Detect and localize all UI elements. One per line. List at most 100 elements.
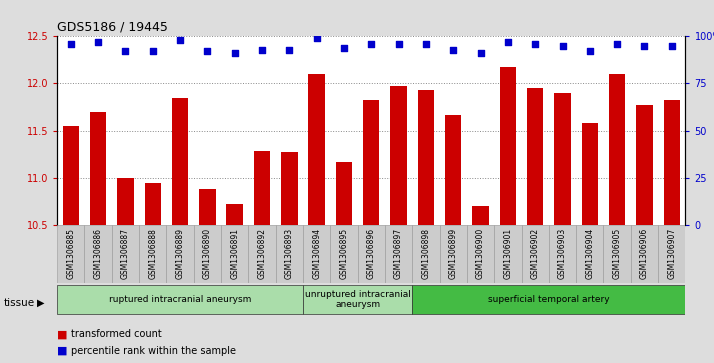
- Point: [366, 41, 377, 47]
- Bar: [276, 225, 303, 283]
- Text: GSM1306893: GSM1306893: [285, 228, 294, 279]
- Bar: [112, 225, 139, 283]
- Point: [666, 43, 678, 49]
- Text: GSM1306890: GSM1306890: [203, 228, 212, 279]
- Bar: [609, 74, 625, 225]
- Bar: [521, 225, 549, 283]
- Text: ■: ■: [57, 329, 71, 339]
- Text: GSM1306898: GSM1306898: [421, 228, 431, 279]
- Bar: [527, 88, 543, 225]
- Point: [283, 46, 295, 52]
- Point: [311, 35, 322, 41]
- Bar: [363, 101, 379, 225]
- Text: GSM1306899: GSM1306899: [448, 228, 458, 279]
- Text: GSM1306885: GSM1306885: [66, 228, 75, 279]
- Point: [639, 43, 650, 49]
- Bar: [331, 225, 358, 283]
- Text: superficial temporal artery: superficial temporal artery: [488, 295, 610, 304]
- Bar: [576, 225, 603, 283]
- Bar: [554, 93, 570, 225]
- Bar: [57, 225, 84, 283]
- Bar: [248, 225, 276, 283]
- Bar: [253, 151, 270, 225]
- Bar: [582, 123, 598, 225]
- Bar: [412, 225, 440, 283]
- Bar: [467, 225, 494, 283]
- Point: [448, 46, 459, 52]
- Bar: [603, 225, 630, 283]
- Text: GSM1306887: GSM1306887: [121, 228, 130, 279]
- Bar: [166, 225, 193, 283]
- Point: [201, 49, 213, 54]
- Bar: [385, 225, 412, 283]
- Bar: [199, 189, 216, 225]
- Text: GSM1306897: GSM1306897: [394, 228, 403, 279]
- Text: GSM1306886: GSM1306886: [94, 228, 103, 279]
- Bar: [358, 225, 385, 283]
- Text: transformed count: transformed count: [71, 329, 162, 339]
- Bar: [391, 86, 407, 225]
- Bar: [117, 178, 134, 225]
- Bar: [549, 225, 576, 283]
- Point: [393, 41, 404, 47]
- Point: [174, 37, 186, 43]
- Point: [65, 41, 76, 47]
- Bar: [636, 105, 653, 225]
- Bar: [281, 152, 298, 225]
- Bar: [303, 285, 412, 314]
- Text: GSM1306905: GSM1306905: [613, 228, 622, 279]
- Bar: [193, 225, 221, 283]
- Text: GSM1306888: GSM1306888: [149, 228, 157, 279]
- Point: [530, 41, 541, 47]
- Bar: [412, 285, 685, 314]
- Point: [338, 45, 350, 50]
- Text: GSM1306904: GSM1306904: [585, 228, 594, 279]
- Text: GSM1306896: GSM1306896: [367, 228, 376, 279]
- Point: [502, 39, 513, 45]
- Text: ■: ■: [57, 346, 71, 356]
- Point: [475, 50, 486, 56]
- Text: ▶: ▶: [37, 298, 45, 308]
- Text: GSM1306891: GSM1306891: [230, 228, 239, 279]
- Text: GSM1306901: GSM1306901: [503, 228, 513, 279]
- Text: GSM1306902: GSM1306902: [531, 228, 540, 279]
- Text: GSM1306903: GSM1306903: [558, 228, 567, 279]
- Point: [256, 46, 268, 52]
- Bar: [663, 101, 680, 225]
- Bar: [303, 225, 331, 283]
- Bar: [172, 98, 188, 225]
- Text: GDS5186 / 19445: GDS5186 / 19445: [57, 21, 168, 34]
- Text: GSM1306906: GSM1306906: [640, 228, 649, 279]
- Bar: [84, 225, 112, 283]
- Text: GSM1306900: GSM1306900: [476, 228, 485, 279]
- Point: [584, 49, 595, 54]
- Bar: [473, 206, 489, 225]
- Text: GSM1306894: GSM1306894: [312, 228, 321, 279]
- Bar: [418, 90, 434, 225]
- Bar: [57, 285, 303, 314]
- Bar: [630, 225, 658, 283]
- Bar: [144, 183, 161, 225]
- Bar: [90, 112, 106, 225]
- Bar: [63, 126, 79, 225]
- Text: GSM1306892: GSM1306892: [258, 228, 266, 279]
- Bar: [445, 115, 461, 225]
- Text: ruptured intracranial aneurysm: ruptured intracranial aneurysm: [109, 295, 251, 304]
- Bar: [500, 66, 516, 225]
- Bar: [139, 225, 166, 283]
- Text: percentile rank within the sample: percentile rank within the sample: [71, 346, 236, 356]
- Bar: [440, 225, 467, 283]
- Point: [92, 39, 104, 45]
- Text: unruptured intracranial
aneurysm: unruptured intracranial aneurysm: [305, 290, 411, 309]
- Point: [120, 49, 131, 54]
- Text: GSM1306895: GSM1306895: [339, 228, 348, 279]
- Bar: [336, 162, 352, 225]
- Bar: [226, 204, 243, 225]
- Bar: [221, 225, 248, 283]
- Point: [557, 43, 568, 49]
- Text: GSM1306889: GSM1306889: [176, 228, 184, 279]
- Text: tissue: tissue: [4, 298, 35, 308]
- Bar: [658, 225, 685, 283]
- Bar: [308, 74, 325, 225]
- Point: [229, 50, 241, 56]
